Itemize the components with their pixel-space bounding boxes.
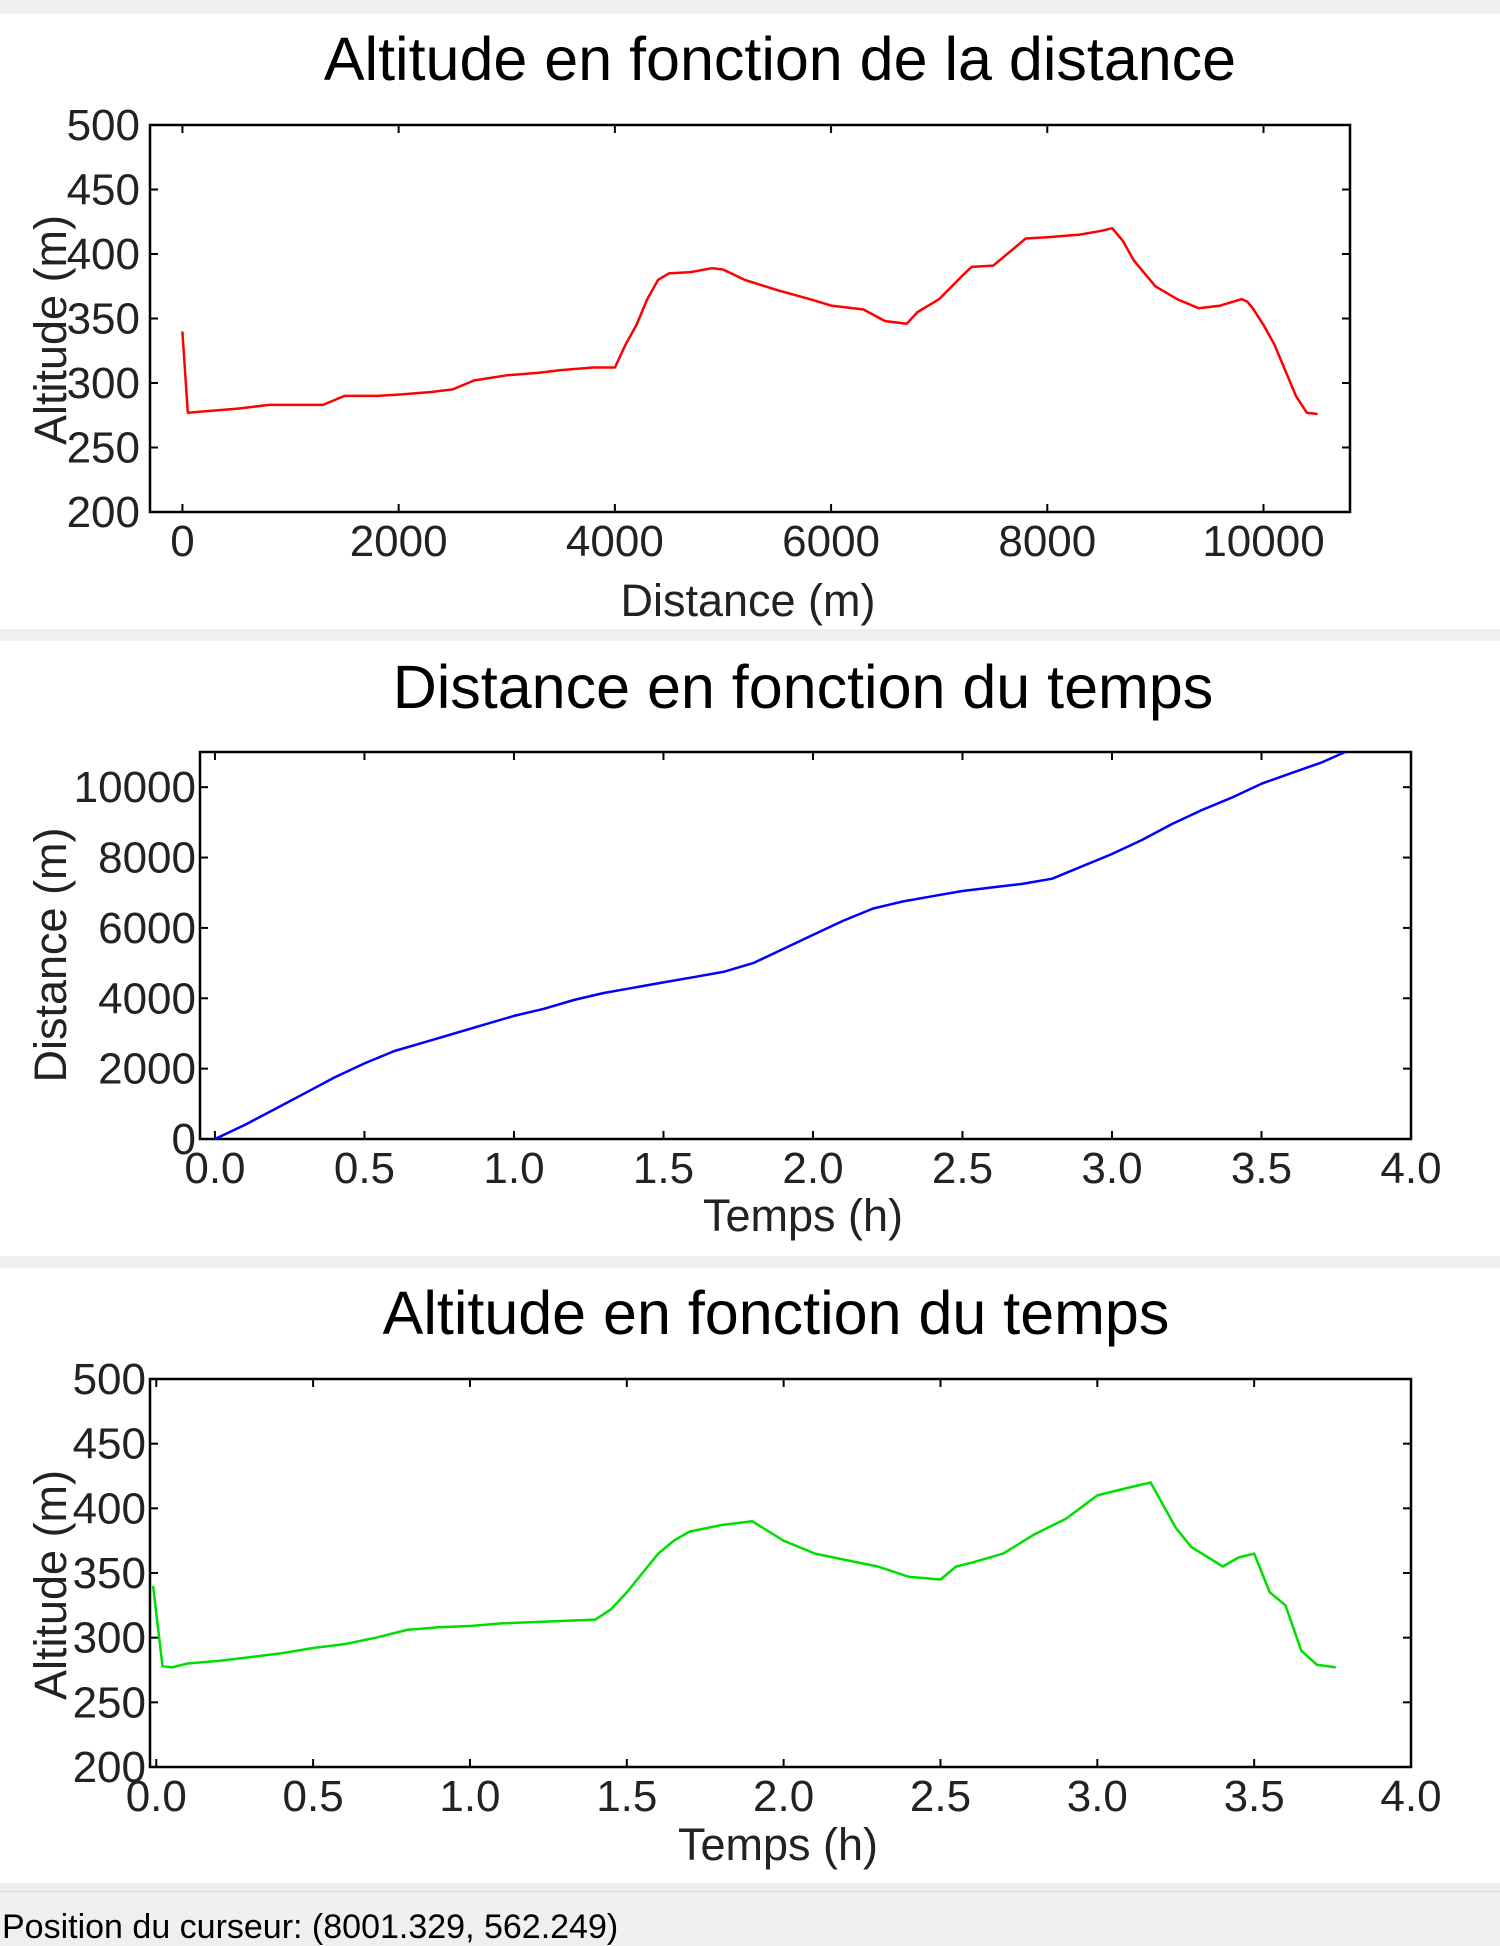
y-tick-label: 250 (73, 1678, 146, 1727)
x-tick-label: 8000 (998, 517, 1096, 566)
y-tick-label: 10000 (74, 763, 196, 812)
x-tick-label: 0.5 (334, 1144, 395, 1193)
series-line (151, 1481, 1336, 1669)
x-axis-label: Temps (h) (703, 1190, 903, 1241)
chart-title: Altitude en fonction de la distance (324, 25, 1236, 93)
x-tick-label: 4000 (566, 517, 664, 566)
x-tick-label: 6000 (782, 517, 880, 566)
y-tick-label: 200 (67, 488, 140, 537)
y-tick-label: 200 (73, 1743, 146, 1792)
plot-frame (198, 750, 1413, 1141)
x-tick-label: 2.5 (910, 1772, 971, 1821)
x-tick-label: 3.5 (1231, 1144, 1292, 1193)
x-tick-label: 10000 (1202, 517, 1324, 566)
y-tick-label: 500 (73, 1355, 146, 1404)
x-tick-label: 2.0 (782, 1144, 843, 1193)
y-tick-label: 350 (73, 1549, 146, 1598)
y-tick-label: 2000 (98, 1045, 196, 1094)
x-tick-label: 3.5 (1224, 1772, 1285, 1821)
x-tick-label: 1.0 (483, 1144, 544, 1193)
series-line (214, 750, 1346, 1141)
x-tick-label: 0.0 (184, 1144, 245, 1193)
x-tick-label: 4.0 (1380, 1144, 1441, 1193)
x-tick-label: 2.5 (932, 1144, 993, 1193)
y-tick-label: 500 (67, 101, 140, 150)
chart-title: Distance en fonction du temps (393, 653, 1214, 721)
y-tick-label: 450 (73, 1420, 146, 1469)
chart-distance-temps: Distance en fonction du temps Temps (h) … (25, 653, 1442, 1241)
chart-panel-altitude-distance: Altitude en fonction de la distance Dist… (0, 14, 1500, 629)
y-tick-label: 450 (67, 166, 140, 215)
chart-panel-distance-temps: Distance en fonction du temps Temps (h) … (0, 641, 1500, 1256)
x-tick-label: 1.0 (439, 1772, 500, 1821)
x-tick-label: 2.0 (753, 1772, 814, 1821)
series-line (181, 226, 1318, 416)
y-tick-label: 6000 (98, 904, 196, 953)
x-tick-label: 2000 (350, 517, 448, 566)
chart-title: Altitude en fonction du temps (383, 1279, 1170, 1347)
x-tick-label: 3.0 (1081, 1144, 1142, 1193)
x-axis-label: Distance (m) (620, 575, 875, 626)
chart-altitude-temps: Altitude en fonction du temps Temps (h) … (25, 1279, 1442, 1870)
y-axis-label: Altitude (m) (25, 1470, 76, 1700)
plot-frame (148, 123, 1352, 514)
x-tick-label: 1.5 (596, 1772, 657, 1821)
y-tick-label: 8000 (98, 834, 196, 883)
x-tick-label: 0.5 (283, 1772, 344, 1821)
x-axis-label: Temps (h) (678, 1819, 878, 1870)
plot-frame (148, 1377, 1413, 1769)
cursor-position-text: Position du curseur: (8001.329, 562.249) (2, 1908, 619, 1946)
y-axis-label: Altitude (m) (25, 215, 76, 445)
y-tick-label: 250 (67, 424, 140, 473)
x-tick-label: 3.0 (1067, 1772, 1128, 1821)
chart-panel-altitude-temps: Altitude en fonction du temps Temps (h) … (0, 1268, 1500, 1883)
y-tick-label: 300 (67, 359, 140, 408)
y-tick-label: 400 (67, 230, 140, 279)
y-tick-label: 350 (67, 295, 140, 344)
chart-altitude-distance: Altitude en fonction de la distance Dist… (25, 25, 1352, 626)
y-tick-label: 0 (172, 1115, 196, 1164)
x-tick-label: 0 (170, 517, 194, 566)
y-axis-label: Distance (m) (25, 827, 76, 1082)
y-tick-label: 300 (73, 1614, 146, 1663)
y-tick-label: 4000 (98, 974, 196, 1023)
x-tick-label: 1.5 (633, 1144, 694, 1193)
y-tick-label: 400 (73, 1484, 146, 1533)
x-tick-label: 0.0 (126, 1772, 187, 1821)
status-bar: Position du curseur: (8001.329, 562.249) (0, 1891, 1500, 1944)
x-tick-label: 4.0 (1380, 1772, 1441, 1821)
